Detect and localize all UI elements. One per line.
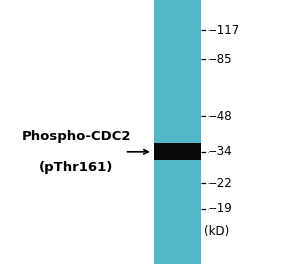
Text: --19: --19 — [208, 202, 232, 215]
Bar — [154, 0, 201, 264]
Bar — [154, 143, 201, 160]
Text: --22: --22 — [208, 177, 232, 190]
Text: --117: --117 — [208, 24, 239, 37]
Text: Phospho-CDC2: Phospho-CDC2 — [22, 130, 131, 143]
Text: --34: --34 — [208, 145, 231, 158]
Text: --48: --48 — [208, 110, 231, 123]
Text: --85: --85 — [208, 53, 231, 66]
Text: (kD): (kD) — [204, 224, 229, 238]
Text: (pThr161): (pThr161) — [39, 161, 113, 174]
